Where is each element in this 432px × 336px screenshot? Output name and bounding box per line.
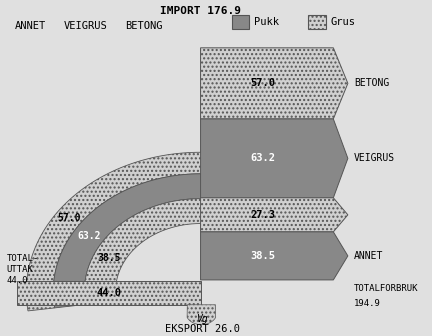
Text: IMPORT 176.9: IMPORT 176.9 [160, 6, 241, 16]
Polygon shape [26, 152, 200, 311]
Text: 27.3: 27.3 [250, 210, 275, 220]
Text: 44.0: 44.0 [96, 288, 121, 298]
Text: ANNET: ANNET [15, 21, 46, 31]
Text: 57.0: 57.0 [250, 78, 275, 88]
Text: Grus: Grus [331, 17, 356, 27]
Text: UTTAK: UTTAK [6, 265, 33, 274]
Text: 38.5: 38.5 [250, 251, 275, 261]
Text: VEIGRUS: VEIGRUS [354, 153, 395, 163]
Text: 57.0: 57.0 [57, 213, 81, 223]
Text: EKSPORT 26.0: EKSPORT 26.0 [165, 324, 240, 334]
Text: 44.0: 44.0 [6, 276, 28, 285]
Text: ANNET: ANNET [354, 251, 384, 261]
Polygon shape [200, 48, 348, 119]
Text: TOTAL-: TOTAL- [6, 254, 38, 263]
Text: 63.2: 63.2 [77, 231, 101, 241]
Polygon shape [17, 281, 200, 305]
Bar [232, 15, 249, 29]
Polygon shape [200, 232, 348, 280]
Polygon shape [84, 199, 200, 304]
Polygon shape [200, 198, 348, 232]
Text: 194.9: 194.9 [354, 299, 381, 308]
Text: BETONG: BETONG [354, 78, 389, 88]
Polygon shape [200, 119, 348, 198]
Text: 63.2: 63.2 [250, 153, 275, 163]
Text: VEIGRUS: VEIGRUS [64, 21, 108, 31]
Text: BETONG: BETONG [125, 21, 162, 31]
Text: Pukk: Pukk [254, 17, 279, 27]
Text: TOTALFORBRUK: TOTALFORBRUK [354, 284, 419, 293]
Text: 38.5: 38.5 [98, 253, 121, 262]
Bar [308, 15, 326, 29]
Polygon shape [187, 305, 216, 325]
Polygon shape [53, 174, 200, 308]
Text: Vg: Vg [197, 314, 208, 324]
